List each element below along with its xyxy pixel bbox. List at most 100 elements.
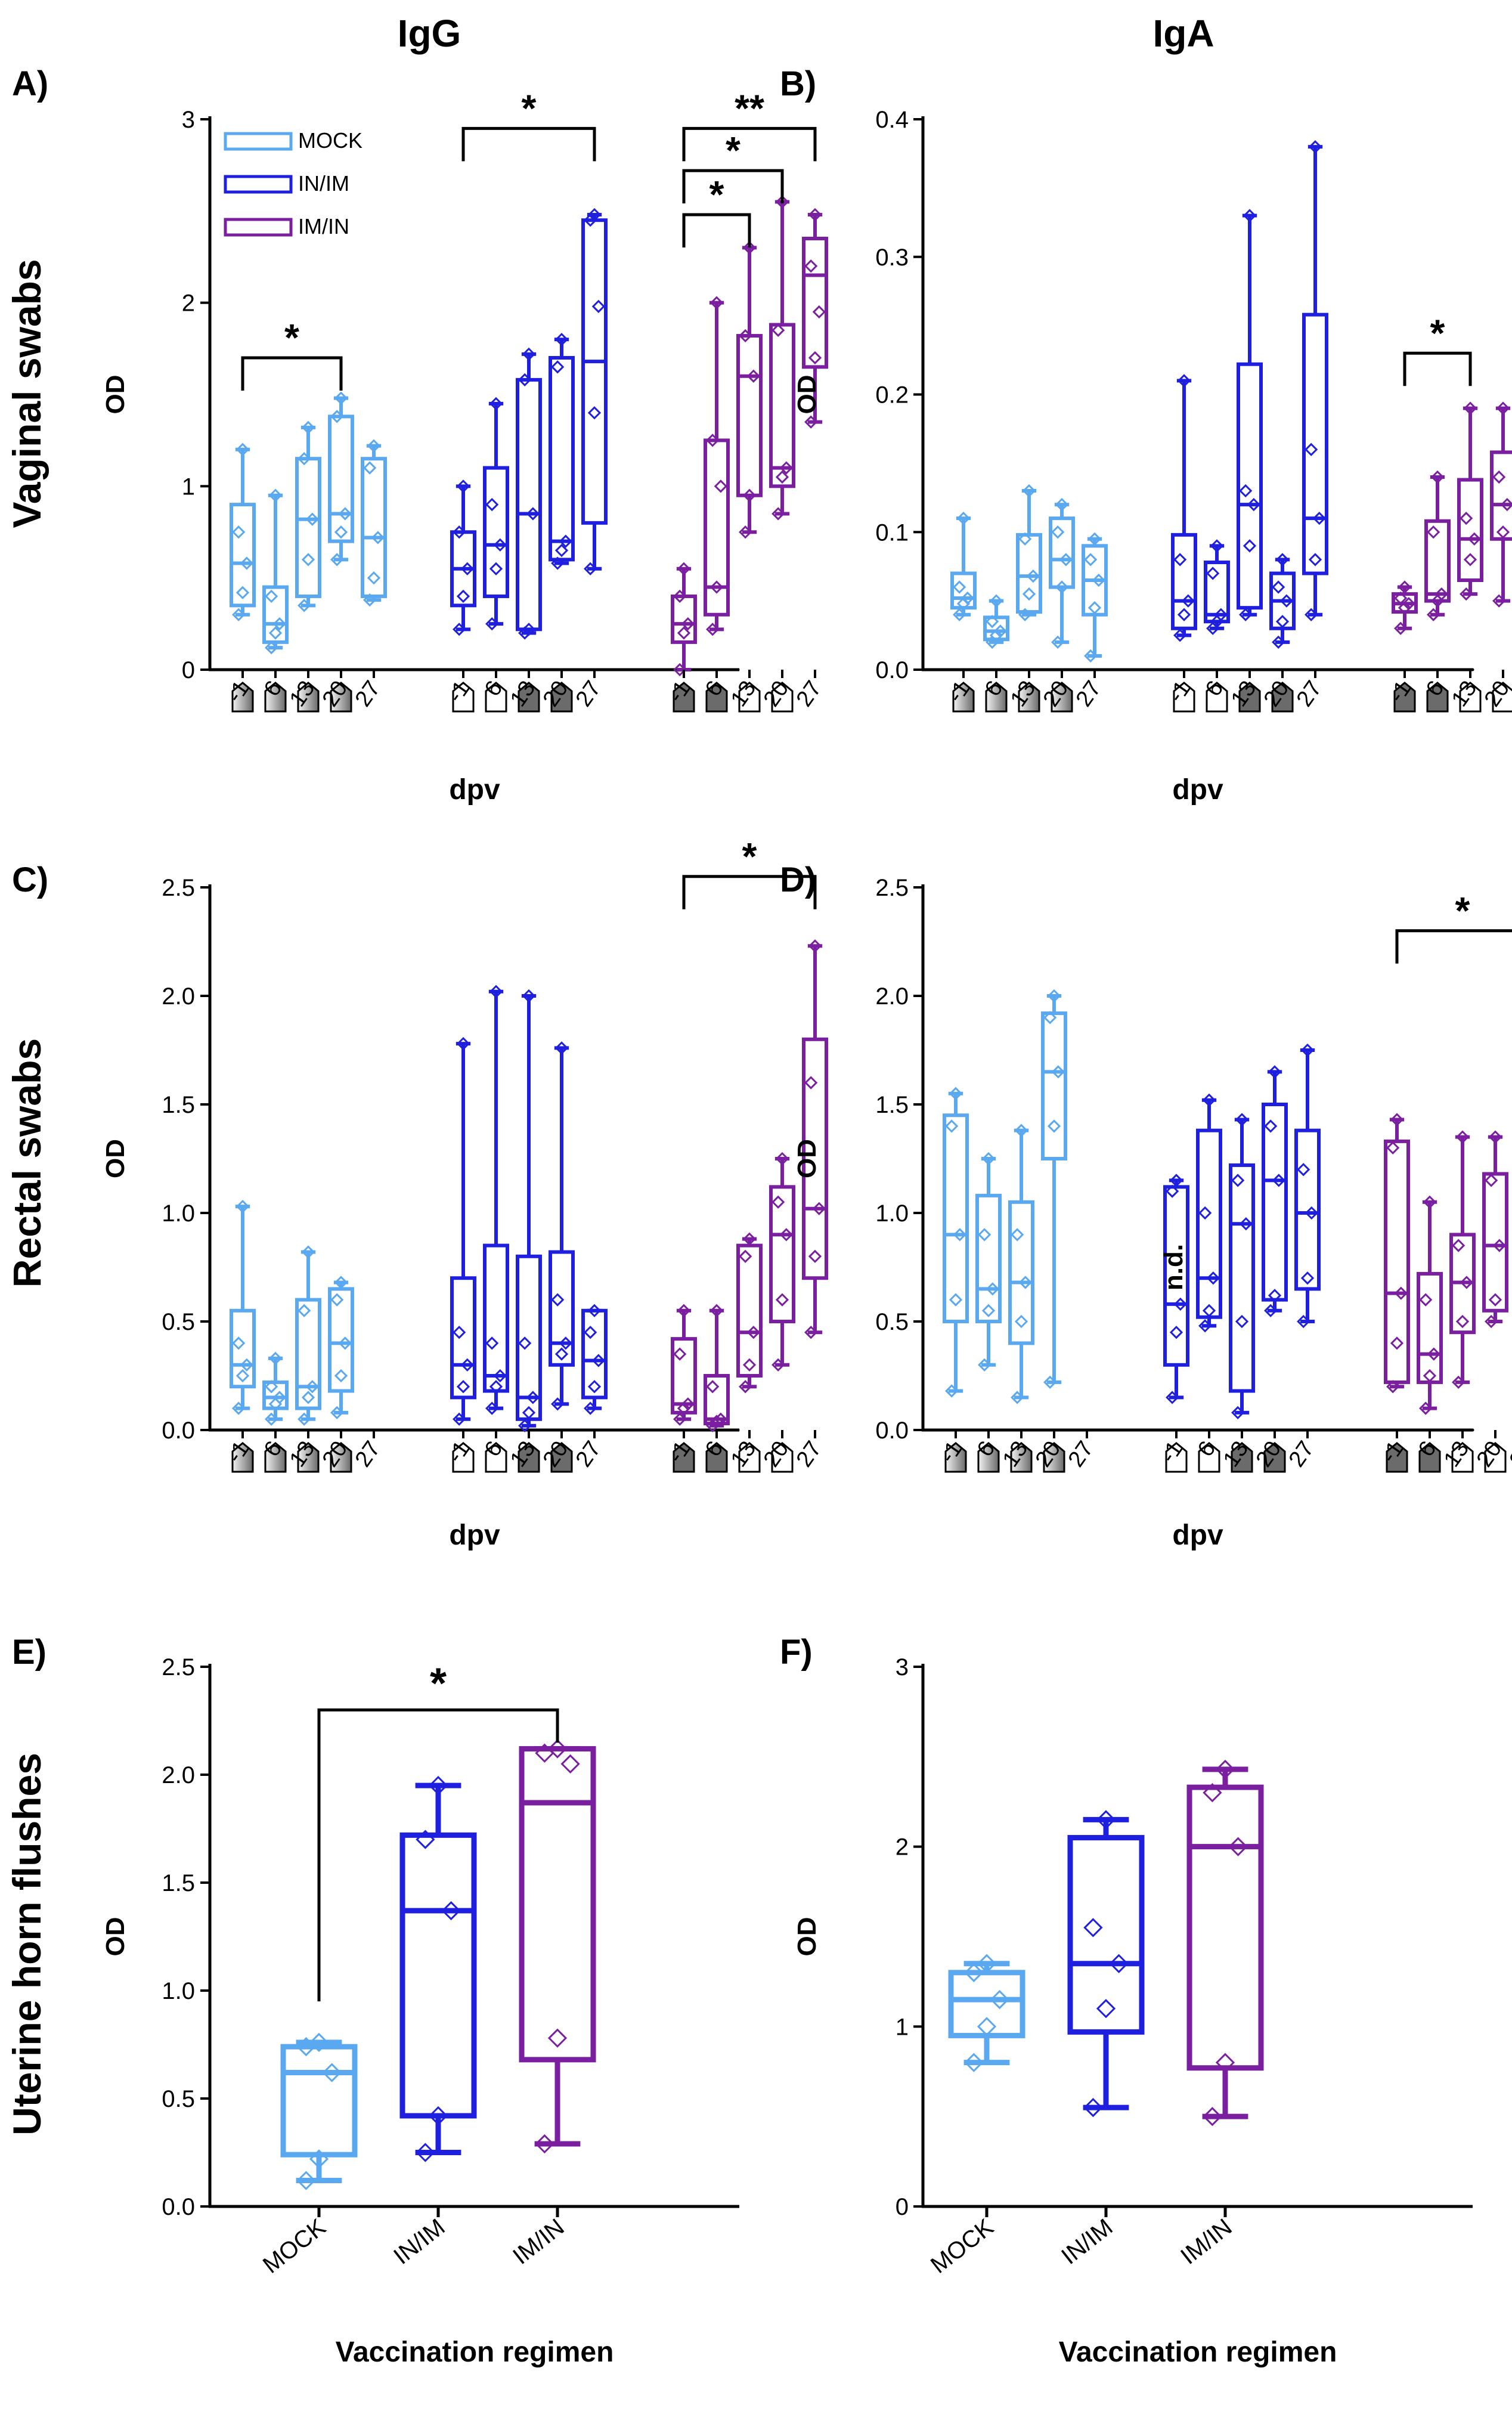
data-point: [298, 1412, 311, 1426]
column-title-igg: IgG: [398, 12, 461, 55]
data-point: [1014, 1124, 1028, 1137]
data-point: [1166, 1391, 1179, 1404]
data-point: [1092, 573, 1105, 587]
data-point: [779, 1228, 793, 1242]
x-tick-label: IN/IM: [389, 2214, 450, 2269]
data-point: [236, 1199, 250, 1214]
x-axis-label: dpv: [449, 774, 500, 806]
significance-bracket: [682, 213, 751, 247]
data-point: [1305, 442, 1318, 456]
data-point: [739, 329, 752, 343]
data-point: [493, 1369, 507, 1383]
y-tick-label: 3: [182, 107, 195, 133]
box-iqr: [295, 457, 321, 598]
data-point: [772, 1358, 785, 1372]
dose-icon: [330, 1442, 352, 1473]
data-point: [677, 626, 691, 640]
dose-icon: [330, 682, 352, 713]
data-point: [301, 553, 315, 567]
significance-label: **: [735, 86, 764, 129]
series-in-im: IN/IM: [389, 1775, 477, 2270]
data-point: [1177, 608, 1191, 621]
data-point: [591, 1354, 605, 1367]
data-point: [772, 323, 785, 337]
data-point: [1272, 1174, 1285, 1187]
y-tick-label: 0.1: [875, 519, 909, 546]
data-point: [1018, 608, 1032, 621]
data-point: [1394, 621, 1408, 635]
data-point: [949, 1293, 963, 1307]
data-point: [1402, 597, 1415, 611]
box-iqr: [519, 1746, 596, 2063]
data-point: [1202, 1093, 1216, 1107]
data-point: [1434, 587, 1448, 601]
data-point: [677, 1401, 691, 1415]
dose-icon: [738, 1442, 761, 1473]
data-point: [1173, 553, 1187, 567]
box-iqr: [1262, 1103, 1288, 1302]
data-point: [1198, 1206, 1212, 1220]
dose-icon: [231, 682, 254, 713]
dose-icon: [264, 682, 287, 713]
data-point: [1051, 525, 1065, 539]
data-point: [706, 434, 720, 447]
box-iqr: [328, 1287, 354, 1393]
data-point: [456, 589, 470, 603]
data-point: [272, 617, 286, 631]
dose-icon: [985, 682, 1008, 713]
data-point: [993, 624, 1007, 638]
data-point: [334, 1276, 348, 1289]
data-point: [1398, 601, 1412, 615]
dose-icon: [1198, 1442, 1220, 1473]
significance-bracket: [682, 875, 817, 909]
data-point: [485, 617, 499, 631]
y-tick-label: 0.2: [875, 382, 909, 408]
data-point: [673, 589, 687, 603]
significance-bracket: [1395, 929, 1512, 964]
data-point: [460, 562, 474, 575]
data-point: [1022, 484, 1036, 498]
dose-icon: [771, 1442, 794, 1473]
y-tick-label: 1.5: [875, 1092, 909, 1118]
data-point: [677, 1304, 691, 1317]
data-point: [953, 1228, 966, 1242]
x-axis-label: Vaccination regimen: [336, 2336, 614, 2368]
data-point: [554, 1041, 569, 1055]
significance-bracket: [1403, 351, 1472, 386]
data-point: [1203, 2107, 1222, 2127]
data-point: [1247, 497, 1260, 512]
data-point: [808, 208, 822, 222]
data-point: [1496, 525, 1510, 539]
panel-label-e: E): [12, 1633, 47, 1672]
data-point: [1264, 1304, 1278, 1317]
dose-icon: [771, 682, 794, 713]
data-point: [1210, 539, 1224, 553]
data-point: [232, 1336, 246, 1350]
series-im-in: IM/IN: [1176, 1759, 1264, 2270]
data-point: [428, 1775, 448, 1796]
data-point: [1011, 1228, 1024, 1242]
y-tick-label: 0.3: [875, 244, 909, 271]
data-point: [1011, 1391, 1024, 1404]
dose-icon: [1018, 682, 1040, 713]
data-point: [1166, 1184, 1179, 1198]
data-point: [518, 373, 532, 387]
box-iqr: [943, 1113, 969, 1323]
data-point: [1488, 1293, 1502, 1307]
data-point: [709, 1415, 724, 1428]
data-point: [1463, 553, 1477, 567]
data-point: [978, 1358, 992, 1372]
data-point: [1047, 989, 1061, 1003]
data-point: [485, 497, 499, 512]
data-point: [522, 1406, 536, 1420]
panel-e: 0.0 0.5 1.0 1.5 2.0 2.5 OD Vaccination regimen M…: [101, 1654, 739, 2368]
dose-icon: [264, 1442, 287, 1473]
x-tick-label: 27: [792, 676, 827, 711]
data-point: [1239, 1217, 1253, 1231]
data-point: [232, 1401, 246, 1415]
y-tick-label: 0.0: [162, 1417, 195, 1444]
